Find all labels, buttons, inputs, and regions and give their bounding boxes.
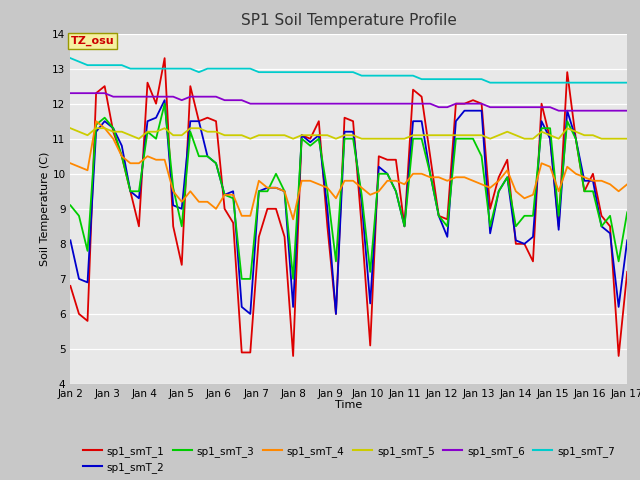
Legend: sp1_smT_1, sp1_smT_2, sp1_smT_3, sp1_smT_4, sp1_smT_5, sp1_smT_6, sp1_smT_7: sp1_smT_1, sp1_smT_2, sp1_smT_3, sp1_smT… [79, 442, 619, 477]
Y-axis label: Soil Temperature (C): Soil Temperature (C) [40, 152, 49, 266]
X-axis label: Time: Time [335, 400, 362, 410]
Title: SP1 Soil Temperature Profile: SP1 Soil Temperature Profile [241, 13, 457, 28]
Text: TZ_osu: TZ_osu [70, 36, 114, 47]
